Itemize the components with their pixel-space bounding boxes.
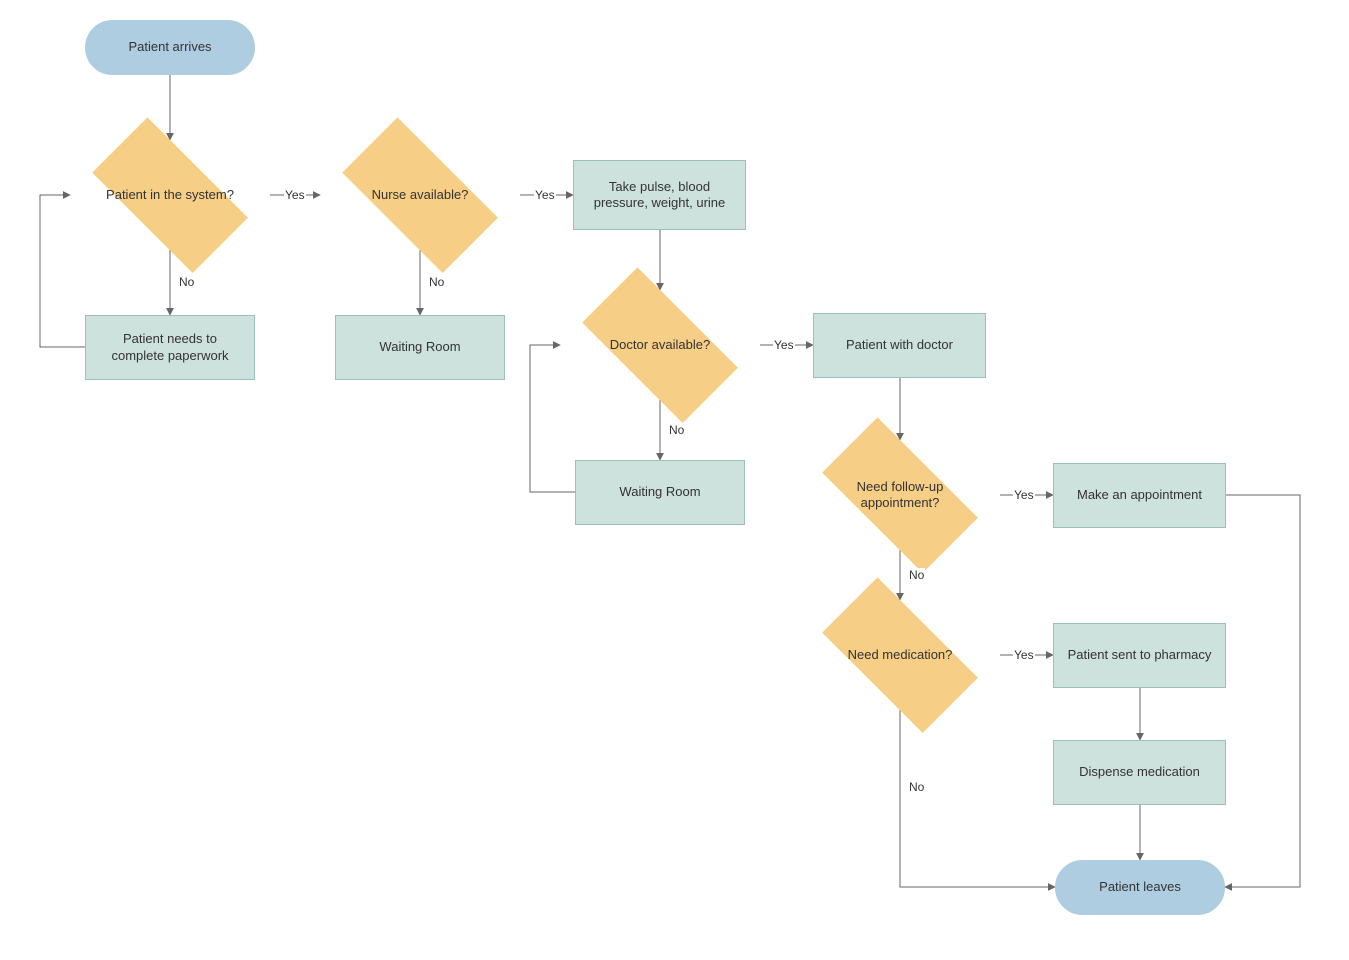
node-d_doctor: Doctor available? [560,290,760,400]
node-label: Need follow-up appointment? [819,479,981,512]
node-label: Doctor available? [610,337,710,353]
node-p_wait2: Waiting Room [575,460,745,525]
edge-e17 [900,710,1055,887]
edge-label-e8: Yes [773,338,795,352]
node-d_nurse: Nurse available? [320,140,520,250]
node-label: Waiting Room [619,484,700,500]
edge-label-e5: Yes [534,188,556,202]
node-label: Patient leaves [1099,879,1181,895]
edge-label-e14: Yes [1013,648,1035,662]
node-p_vitals: Take pulse, blood pressure, weight, urin… [573,160,746,230]
node-label: Dispense medication [1079,764,1200,780]
edge-e18 [1225,495,1300,887]
edge-label-e6: No [428,275,445,289]
node-p_pharmacy: Patient sent to pharmacy [1053,623,1226,688]
node-label: Waiting Room [379,339,460,355]
node-start: Patient arrives [85,20,255,75]
edge-label-e12: Yes [1013,488,1035,502]
node-d_followup: Need follow-up appointment? [800,440,1000,550]
node-p_paperwork: Patient needs to complete paperwork [85,315,255,380]
node-label: Patient needs to complete paperwork [96,331,244,364]
node-label: Nurse available? [372,187,469,203]
node-p_with_doc: Patient with doctor [813,313,986,378]
node-label: Make an appointment [1077,487,1202,503]
edge-label-e17: No [908,780,925,794]
node-d_medication: Need medication? [800,600,1000,710]
node-p_make_appt: Make an appointment [1053,463,1226,528]
edge-label-e13: No [908,568,925,582]
node-p_wait1: Waiting Room [335,315,505,380]
node-label: Patient sent to pharmacy [1068,647,1212,663]
node-label: Patient with doctor [846,337,953,353]
node-label: Take pulse, blood pressure, weight, urin… [584,179,735,212]
node-d_in_system: Patient in the system? [70,140,270,250]
edge-label-e9: No [668,423,685,437]
node-label: Patient arrives [128,39,211,55]
flowchart-canvas: Patient arrives Patient in the system? Pat… [0,0,1349,960]
node-label: Need medication? [848,647,953,663]
edge-label-e2: Yes [284,188,306,202]
edge-label-e3: No [178,275,195,289]
node-end: Patient leaves [1055,860,1225,915]
node-label: Patient in the system? [106,187,234,203]
node-p_dispense: Dispense medication [1053,740,1226,805]
